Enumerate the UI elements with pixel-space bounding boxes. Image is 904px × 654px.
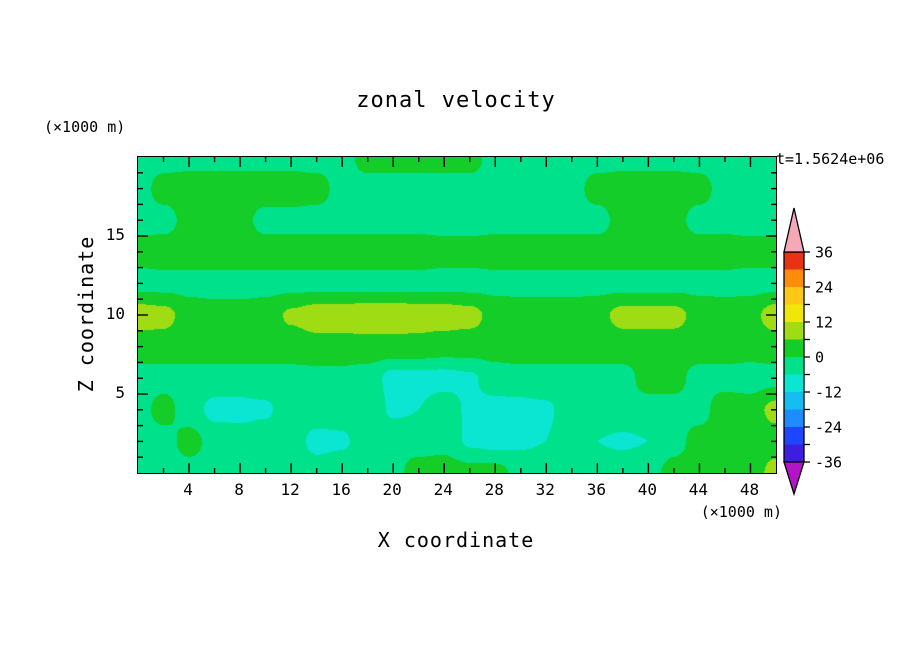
colorbar-top-arrow: [783, 207, 805, 253]
colorbar-svg: 36 24 12 0 -12 -24 -36: [783, 207, 842, 497]
colorbar: 36 24 12 0 -12 -24 -36: [783, 200, 903, 514]
colorbar-segment: [784, 409, 804, 427]
chart-title: zonal velocity: [356, 88, 556, 113]
x-tick-label: 8: [234, 480, 244, 499]
x-tick-label: 24: [433, 480, 453, 499]
colorbar-segment: [784, 444, 804, 462]
x-tick-label: 48: [739, 480, 760, 499]
y-tick-label: 10: [105, 304, 125, 323]
y-tick-label: 5: [115, 383, 125, 402]
x-tick-label: 28: [484, 480, 504, 499]
plot-frame: [137, 156, 777, 474]
colorbar-label: 36: [815, 244, 833, 262]
colorbar-label: 0: [815, 349, 824, 367]
colorbar-label: 12: [815, 314, 833, 332]
x-tick-label: 16: [331, 480, 351, 499]
x-axis-title: X coordinate: [377, 528, 535, 552]
contour-field-canvas: [138, 157, 776, 473]
y-axis-unit-label: (×1000 m): [44, 118, 126, 136]
colorbar-segment: [784, 322, 804, 340]
colorbar-segment: [784, 252, 804, 270]
colorbar-label: -12: [815, 384, 842, 402]
colorbar-segment: [784, 339, 804, 357]
x-tick-label: 20: [382, 480, 402, 499]
colorbar-segment: [784, 374, 804, 392]
colorbar-segment: [784, 357, 804, 375]
x-tick-label: 12: [280, 480, 300, 499]
y-tick-label: 15: [105, 225, 125, 244]
colorbar-segment: [784, 427, 804, 445]
time-label: t=1.5624e+06: [776, 150, 885, 168]
x-tick-label: 40: [637, 480, 658, 499]
colorbar-segment: [784, 304, 804, 322]
colorbar-segment: [784, 392, 804, 410]
colorbar-label: -24: [815, 419, 842, 437]
colorbar-label: -36: [815, 454, 842, 472]
x-tick-label: 32: [535, 480, 555, 499]
colorbar-label: 24: [815, 279, 833, 297]
x-tick-label: 36: [586, 480, 606, 499]
x-axis-unit-label: (×1000 m): [700, 503, 782, 521]
x-tick-label: 44: [688, 480, 709, 499]
colorbar-segment: [784, 269, 804, 287]
colorbar-bottom-arrow: [783, 461, 805, 497]
colorbar-segment: [784, 287, 804, 305]
x-tick-label: 4: [183, 480, 193, 499]
